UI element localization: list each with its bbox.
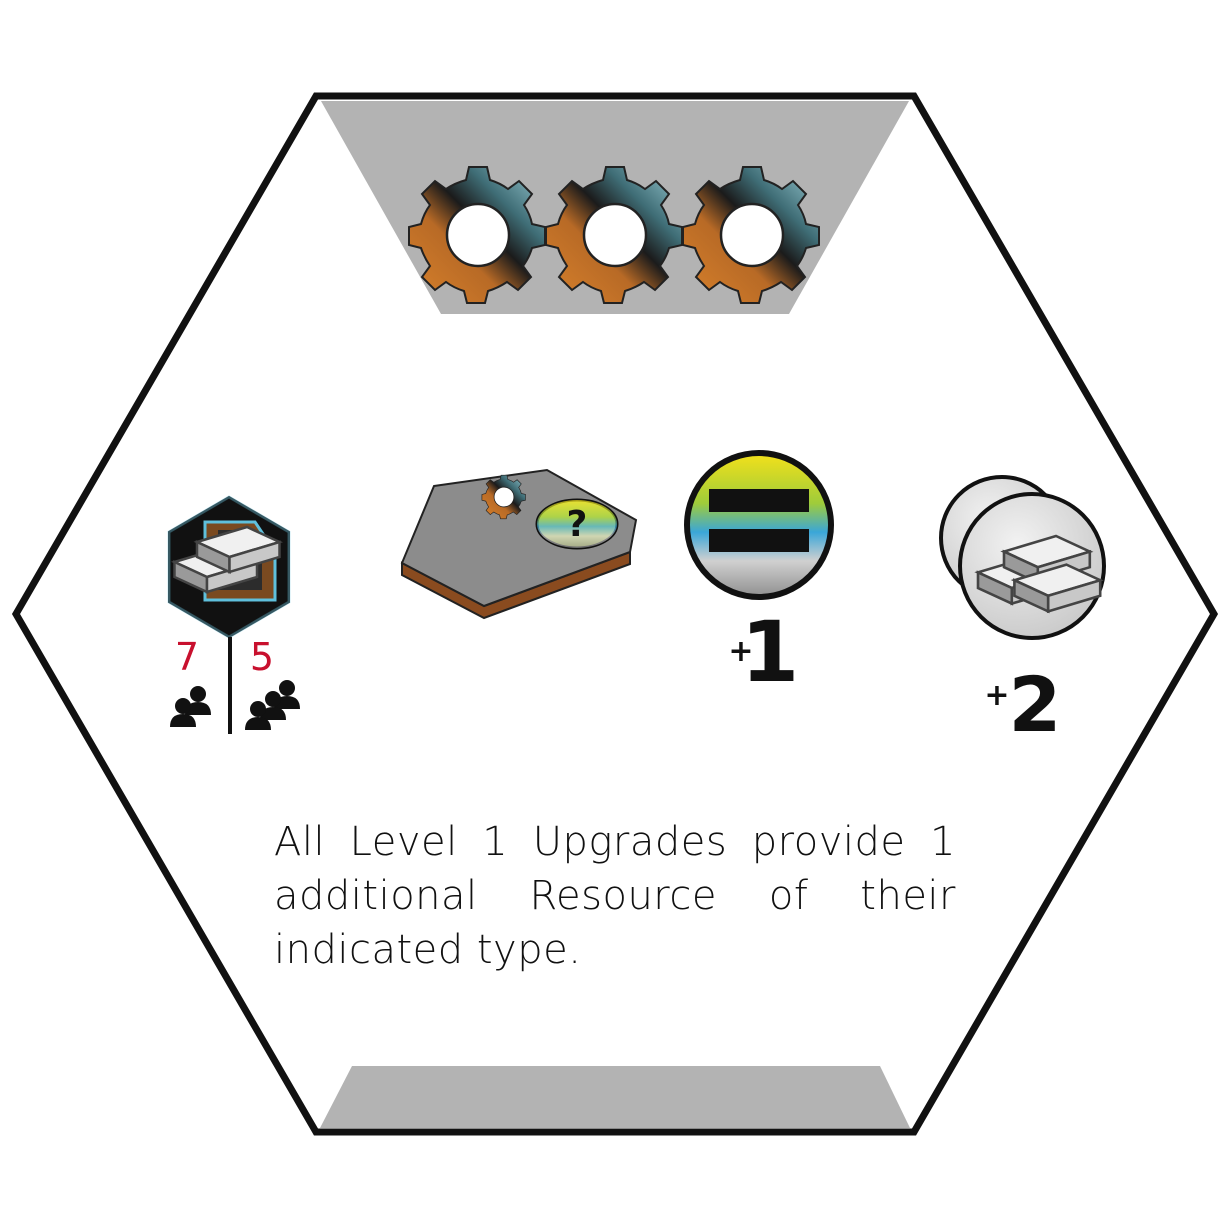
svg-text:?: ? — [567, 504, 588, 545]
equal-resource-token-icon — [684, 450, 834, 600]
bottom-band — [320, 1066, 910, 1128]
gear-icon — [544, 165, 684, 305]
cost-right-count: 5 — [250, 635, 274, 679]
silver-plus-sign: + — [984, 678, 1009, 713]
gear-icon — [681, 165, 821, 305]
equal-bonus-value: 1 — [741, 603, 799, 701]
upgrade-tile-question-icon: ? — [400, 468, 638, 620]
silver-bonus-value: 2 — [1009, 660, 1062, 749]
gear-icon — [407, 165, 547, 305]
hexagon-border — [11, 92, 1219, 1136]
ability-description: All Level 1 Upgrades provide 1 additiona… — [274, 819, 956, 973]
equal-plus-sign: + — [728, 634, 753, 669]
silver-bar-hex-icon — [167, 495, 291, 639]
silver-coins-icon — [939, 475, 1106, 640]
cost-left-count: 7 — [175, 635, 199, 679]
